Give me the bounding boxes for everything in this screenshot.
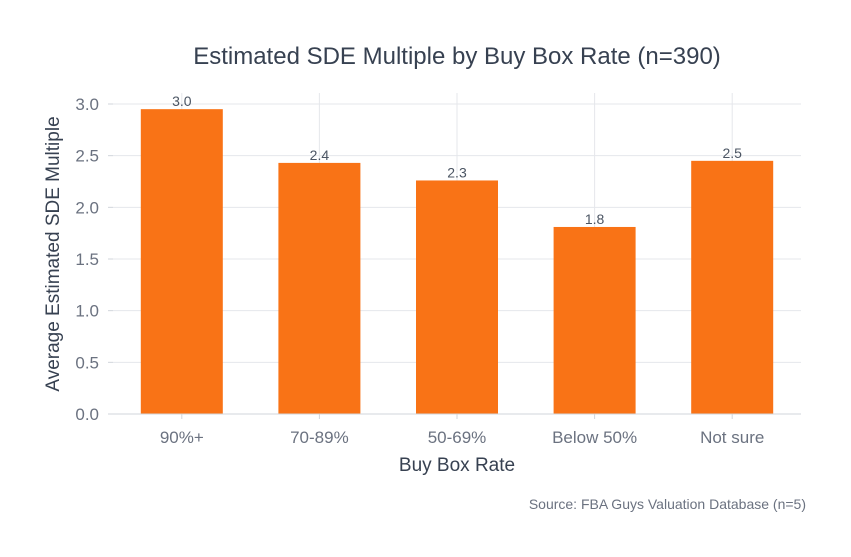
y-tick-label: 2.0 <box>75 198 99 217</box>
y-tick-label: 1.0 <box>75 302 99 321</box>
y-tick-label: 0.0 <box>75 405 99 424</box>
y-tick-label: 0.5 <box>75 353 99 372</box>
y-tick-label: 2.5 <box>75 147 99 166</box>
bar-value-label: 1.8 <box>585 211 605 227</box>
x-axis-label: Buy Box Rate <box>399 455 515 476</box>
bar <box>553 226 636 414</box>
axes: 0.0 0.5 1.0 1.5 2.0 2.5 3.0 90%+ 70-89% 50-69% Bel… <box>75 95 801 447</box>
bar <box>691 160 774 414</box>
bar <box>416 180 498 414</box>
y-axis-label: Average Estimated SDE Multiple <box>43 116 64 391</box>
y-tick-label: 3.0 <box>75 95 99 114</box>
bar-value-label: 2.4 <box>310 147 330 163</box>
x-tick-label: Not sure <box>700 428 764 447</box>
bar-value-label: 3.0 <box>172 93 192 109</box>
x-tick-label: Below 50% <box>552 428 637 447</box>
bar-value-label: 2.3 <box>447 164 467 180</box>
y-tick-label: 1.5 <box>75 250 99 269</box>
chart-title: Estimated SDE Multiple by Buy Box Rate (… <box>193 43 721 70</box>
bar <box>140 109 223 415</box>
bar-value-label: 2.5 <box>722 145 742 161</box>
x-tick-label: 50-69% <box>428 428 487 447</box>
bars <box>140 109 774 415</box>
x-tick-label: 90%+ <box>160 428 204 447</box>
source-note: Source: FBA Guys Valuation Database (n=5… <box>529 496 806 512</box>
bar <box>278 162 361 414</box>
x-tick-label: 70-89% <box>290 428 349 447</box>
data-labels: 3.0 2.4 2.3 1.8 2.5 <box>172 93 742 227</box>
